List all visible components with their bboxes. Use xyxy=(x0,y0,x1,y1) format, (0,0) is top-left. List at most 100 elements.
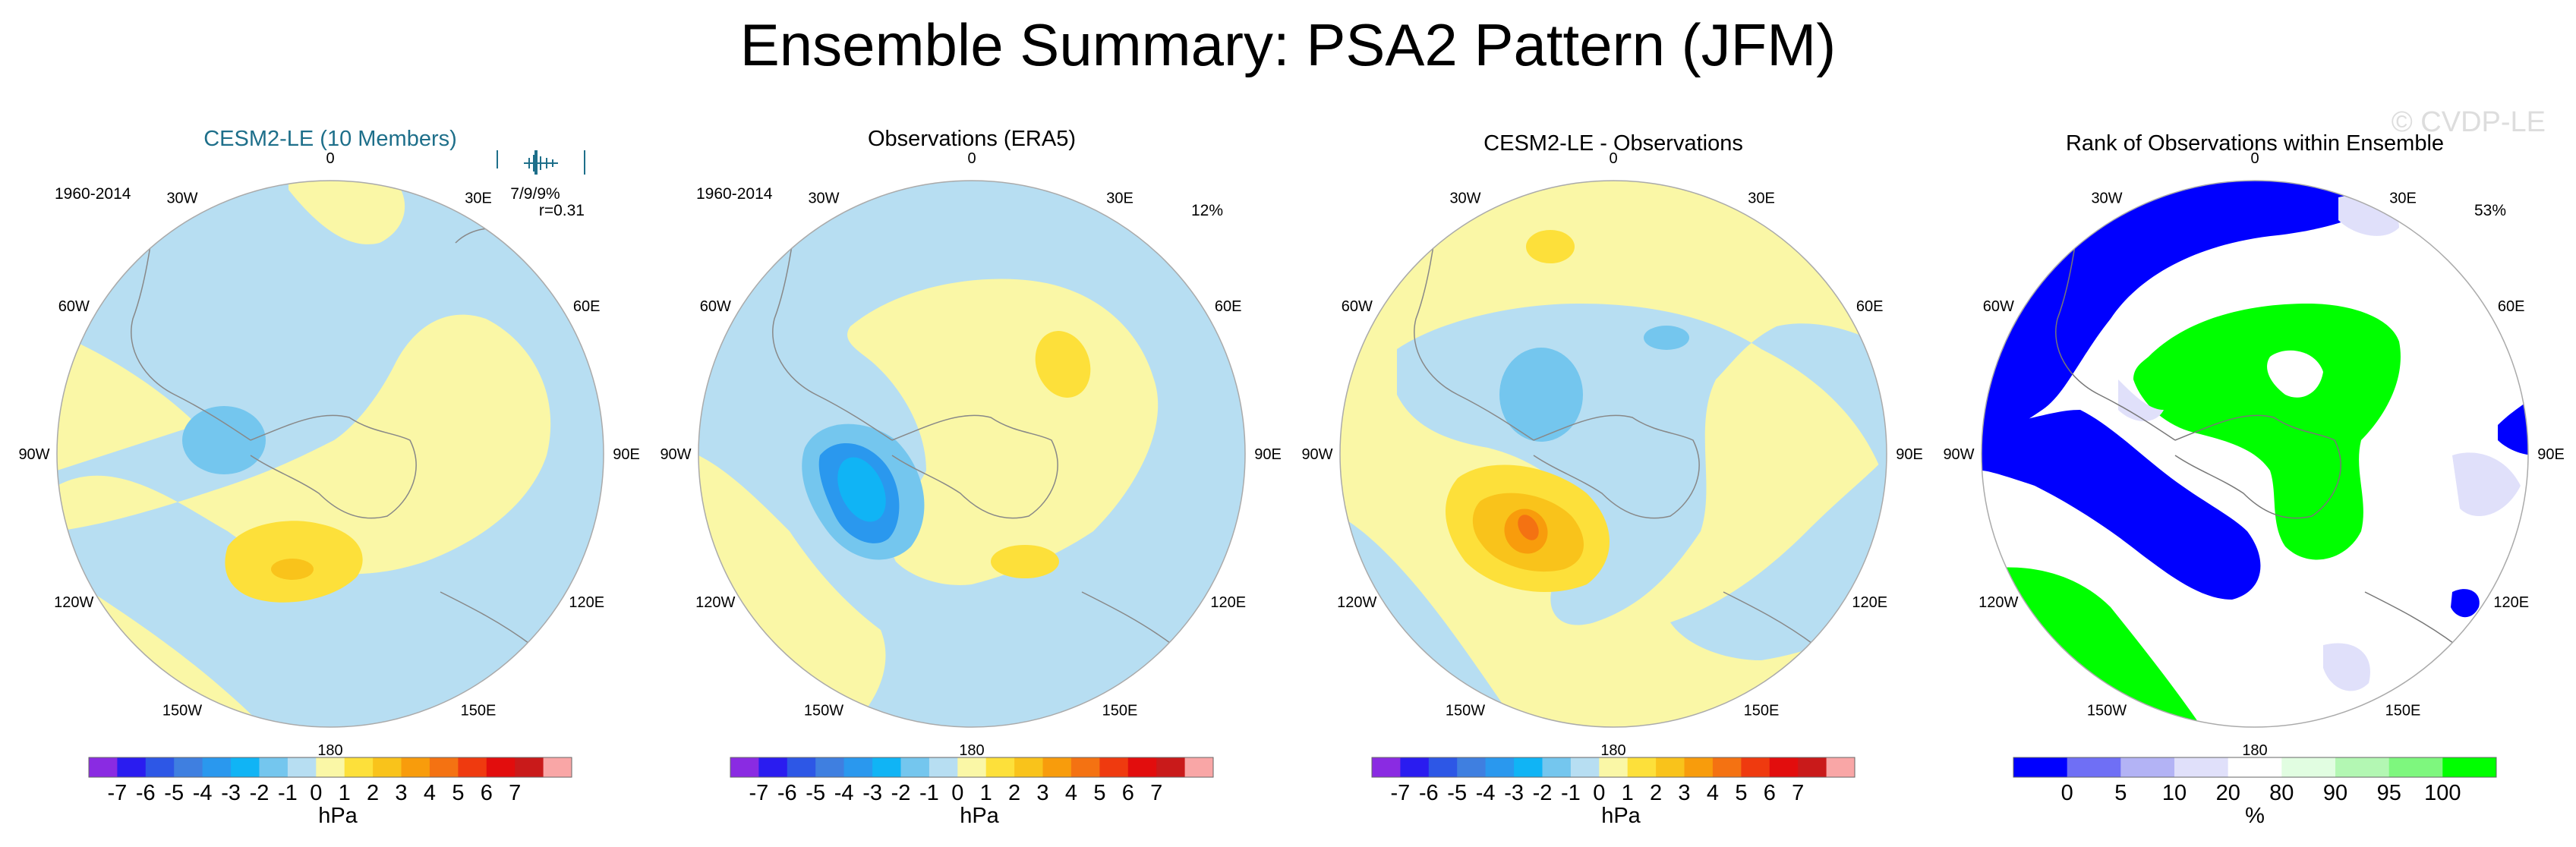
colorbar-swatch xyxy=(2067,757,2121,777)
colorbar-swatch xyxy=(1400,757,1430,777)
longitude-label: 150W xyxy=(804,703,843,719)
longitude-label: 150E xyxy=(2385,703,2421,719)
longitude-label: 120E xyxy=(1210,594,1246,611)
longitude-label: 60W xyxy=(1983,298,2014,315)
colorbar-frame xyxy=(2013,757,2497,778)
colorbar-swatch xyxy=(2228,757,2282,777)
period-label: 1960-2014 xyxy=(55,185,131,203)
colorbar-tick-label: 0 xyxy=(951,781,963,805)
colorbar-tick-label: -7 xyxy=(749,781,769,805)
longitude-label: 30E xyxy=(1106,190,1134,206)
colorbar-swatch xyxy=(815,757,845,777)
colorbar-swatch xyxy=(1769,757,1799,777)
map-field xyxy=(57,181,604,727)
longitude-label: 60W xyxy=(1342,298,1373,315)
colorbar-tick-label: -1 xyxy=(278,781,298,805)
colorbar-tick-label: 7 xyxy=(1150,781,1162,805)
longitude-label: 30E xyxy=(1748,190,1775,206)
longitude-label: 150E xyxy=(1102,703,1138,719)
longitude-label: 30W xyxy=(1449,190,1480,206)
colorbar-swatch xyxy=(2442,757,2497,777)
panel-title: CESM2-LE (10 Members) xyxy=(203,127,457,151)
colorbar-swatch xyxy=(316,757,345,777)
map-border xyxy=(1339,180,1887,728)
longitude-labels: 0 30E 60E 90E 120E 150E 180 150W 120W 90W 60W 30W xyxy=(1943,150,2564,759)
colorbar-tick-label: 5 xyxy=(1735,781,1747,805)
longitude-label: 150W xyxy=(1446,703,1485,719)
longitude-label: 120E xyxy=(569,594,604,611)
colorbar-swatch xyxy=(2174,757,2229,777)
colorbar-tick-label: 4 xyxy=(424,781,436,805)
longitude-label: 90E xyxy=(1896,446,1923,463)
longitude-label: 0 xyxy=(2250,150,2259,167)
colorbar-swatch xyxy=(872,757,901,777)
longitude-label: 30W xyxy=(808,190,839,206)
colorbar: -7 -6 -5 -4 -3 -2 -1 0 1 2 3 4 5 6 7 hPa xyxy=(88,757,572,828)
colorbar-tick-label: -4 xyxy=(193,781,213,805)
pct-area-label: 53% xyxy=(2474,202,2506,219)
panel-cesm2: CESM2-LE (10 Members) 1960-2014 7/9/9% r… xyxy=(18,127,639,828)
colorbar-swatch xyxy=(231,757,260,777)
longitude-label: 30E xyxy=(465,190,492,206)
figure-title: Ensemble Summary: PSA2 Pattern (JFM) xyxy=(739,11,1837,78)
colorbar-tick-label: 4 xyxy=(1707,781,1719,805)
colorbar-swatch xyxy=(1070,757,1100,777)
colorbar-tick-label: -3 xyxy=(221,781,241,805)
longitude-label: 120W xyxy=(1337,594,1376,611)
colorbar-unit-label: hPa xyxy=(1601,804,1641,828)
longitude-label: 150E xyxy=(461,703,497,719)
colorbar: 0 5 10 20 80 90 95 100% xyxy=(2013,757,2497,828)
colorbar-tick-label: 80 xyxy=(2269,781,2294,805)
colorbar-swatch xyxy=(543,757,572,777)
colorbar-swatch xyxy=(486,757,516,777)
colorbar: -7 -6 -5 -4 -3 -2 -1 0 1 2 3 4 5 6 7 hPa xyxy=(1371,757,1856,828)
colorbar-swatch xyxy=(1372,757,1401,777)
colorbar-swatch xyxy=(1514,757,1543,777)
longitude-label: 180 xyxy=(959,742,984,759)
longitude-label: 150W xyxy=(2087,703,2127,719)
colorbar-swatch xyxy=(2335,757,2390,777)
colorbar-swatch xyxy=(174,757,203,777)
colorbar-tick-label: 6 xyxy=(1764,781,1776,805)
longitude-label: 60E xyxy=(573,298,601,315)
colorbar-tick-label: 1 xyxy=(1622,781,1634,805)
colorbar-tick-label: 0 xyxy=(310,781,322,805)
colorbar-tick-label: 5 xyxy=(1093,781,1105,805)
longitude-label: 90E xyxy=(613,446,640,463)
colorbar-tick-label: 20 xyxy=(2216,781,2240,805)
pct-variance-label: 12% xyxy=(1191,202,1223,219)
colorbar-swatch xyxy=(1428,757,1458,777)
colorbar-tick-label: 3 xyxy=(1036,781,1048,805)
colorbar-swatch xyxy=(145,757,175,777)
colorbar-swatch xyxy=(373,757,402,777)
colorbar-swatch xyxy=(202,757,232,777)
longitude-label: 60E xyxy=(1215,298,1242,315)
colorbar-tick-label: 5 xyxy=(452,781,464,805)
colorbar-swatch xyxy=(1599,757,1629,777)
colorbar-tick-label: 1 xyxy=(980,781,992,805)
panel-rank: Rank of Observations within Ensemble 53%… xyxy=(1943,131,2564,828)
colorbar-swatch xyxy=(1798,757,1827,777)
longitude-label: 60E xyxy=(2498,298,2525,315)
colorbar-swatch xyxy=(730,757,759,777)
longitude-label: 90W xyxy=(1943,446,1974,463)
colorbar-swatch xyxy=(515,757,544,777)
watermark: © CVDP-LE xyxy=(2391,106,2546,138)
colorbar-swatch xyxy=(1712,757,1742,777)
colorbar-tick-label: -6 xyxy=(1419,781,1439,805)
colorbar-swatch xyxy=(2120,757,2175,777)
longitude-label: 120W xyxy=(695,594,735,611)
longitude-label: 90W xyxy=(660,446,691,463)
longitude-label: 180 xyxy=(2242,742,2267,759)
colorbar-swatch xyxy=(929,757,958,777)
colorbar-unit-label: hPa xyxy=(318,804,358,828)
colorbar-swatch xyxy=(2388,757,2443,777)
colorbar-tick-label: 0 xyxy=(1593,781,1605,805)
panel-observations: Observations (ERA5) 1960-2014 12% 030E60… xyxy=(660,127,1281,828)
longitude-label: 180 xyxy=(317,742,342,759)
colorbar-tick-label: -3 xyxy=(862,781,882,805)
colorbar-tick-label: -1 xyxy=(1561,781,1581,805)
colorbar-tick-label: -2 xyxy=(250,781,270,805)
longitude-label: 30E xyxy=(2389,190,2417,206)
colorbar-frame xyxy=(88,757,572,778)
